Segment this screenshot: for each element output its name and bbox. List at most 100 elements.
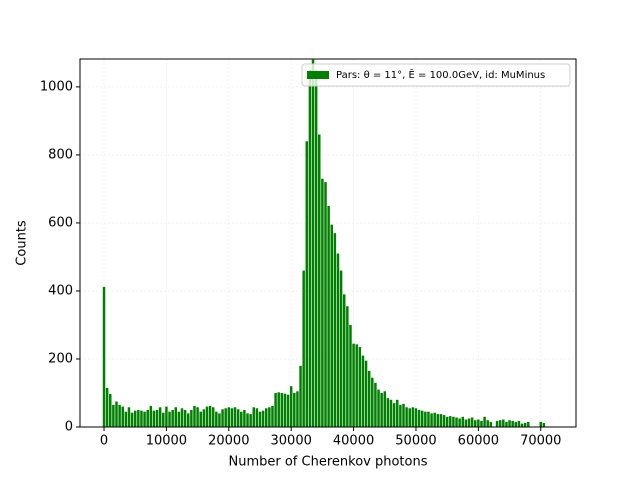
bar [452,416,455,427]
bar [542,422,546,427]
bar [495,420,499,427]
bar [183,409,187,427]
bar [271,405,274,427]
bar [349,324,352,427]
bar [233,407,237,427]
bar [249,414,252,427]
bar [520,423,524,427]
bar [339,270,343,427]
y-tick-label: 400 [48,283,73,298]
bar [480,420,483,427]
bar [177,411,181,427]
bar [168,411,171,427]
ticks: 0 10000 20000 30000 40000 50000 60000 70000 0 200… [40,79,562,448]
bar [230,408,234,427]
x-tick-label: 50000 [395,434,436,449]
bar [140,410,143,427]
bar [215,411,218,427]
bar [367,370,371,427]
bar [193,405,196,427]
bar [243,409,246,427]
bar [277,392,280,427]
bar [199,411,202,427]
bar [149,405,153,427]
bar [511,420,514,427]
bar [121,406,124,427]
bar [155,409,159,427]
x-tick-label: 40000 [333,434,374,449]
bar [174,407,178,427]
bar [180,408,184,427]
bar [186,413,190,427]
bar [371,377,374,427]
y-tick-label: 1000 [40,79,73,94]
bar [505,421,508,427]
bar [283,393,287,427]
bar [346,306,349,427]
bar [124,411,128,427]
bar [143,411,146,427]
bar [470,417,474,427]
bar [508,420,511,427]
bar [202,409,206,427]
bar [264,408,268,427]
bar [342,294,346,427]
bar [408,408,411,427]
bar [352,343,355,427]
bar [330,224,333,427]
bar [392,403,396,427]
bar [489,421,493,427]
bar [461,416,465,427]
bar [477,419,480,427]
y-tick-label: 200 [48,351,73,366]
bar [436,414,440,427]
bar [527,421,530,427]
bar [517,420,521,427]
legend-text: Pars: θ = 11°, Ē = 100.0GeV, id: MuMinus [336,68,545,81]
bar [293,392,296,427]
bar [411,407,415,427]
bar [308,69,312,427]
bar [539,421,542,427]
bar [389,399,393,427]
bar [296,391,299,427]
bar [218,413,221,427]
bar [246,413,249,427]
bar [152,410,156,427]
bar [523,422,527,427]
y-tick-label: 600 [48,215,73,230]
bar [333,233,337,427]
bar [433,412,436,427]
bar [112,404,115,427]
bar [458,418,461,427]
bar [211,407,215,427]
bar [442,415,446,427]
bar [502,419,505,427]
bar [402,403,405,427]
bar [386,398,390,427]
bar [336,253,340,427]
bar [327,205,330,427]
bar [445,416,449,427]
bar [221,409,224,427]
bar [467,418,471,427]
bar [314,69,318,427]
bar [455,417,458,427]
bar [464,419,468,427]
legend-swatch [307,71,329,79]
x-axis-label: Number of Cherenkov photons [229,455,428,470]
bar [227,407,231,427]
bar [158,407,162,427]
bar [205,406,209,427]
bar [171,409,174,427]
bar [514,421,518,427]
x-tick-label: 10000 [146,434,187,449]
bars [102,59,546,427]
bar [374,382,377,427]
x-tick-label: 60000 [458,434,499,449]
bar [261,410,265,427]
bar [137,409,140,427]
bar [427,411,430,427]
bar [268,407,271,427]
